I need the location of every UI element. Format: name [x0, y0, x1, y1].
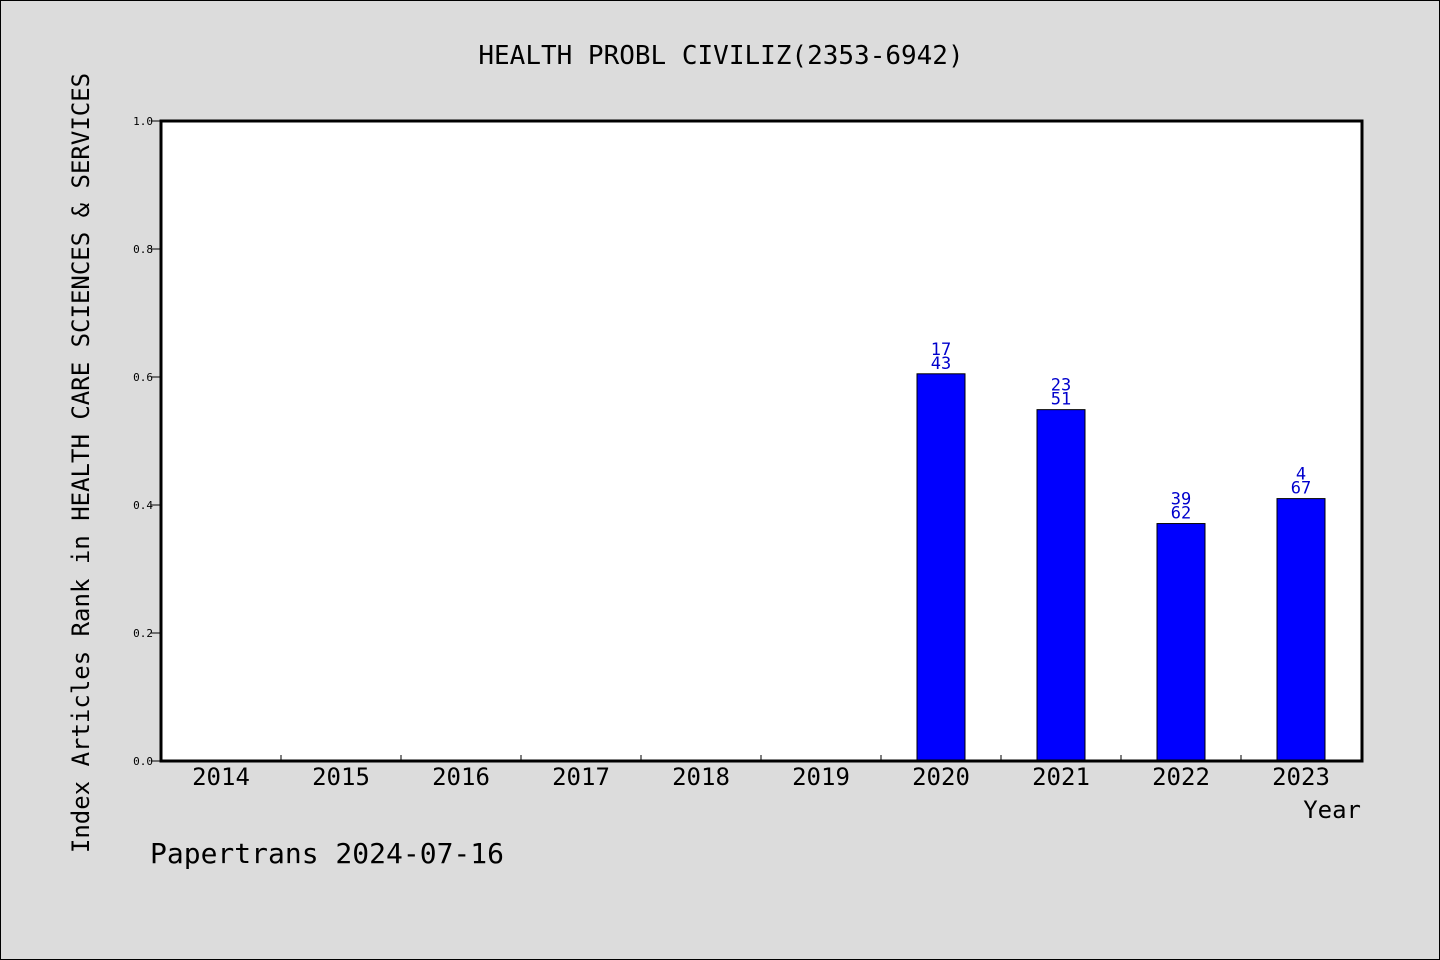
x-tick-label: 2021	[1032, 763, 1090, 791]
bar-2023	[1276, 498, 1326, 762]
x-tick-label: 2017	[552, 763, 610, 791]
x-axis-label: Year	[1303, 796, 1361, 824]
bars	[916, 373, 1326, 762]
y-tick-label: 0.6	[133, 371, 153, 384]
bar-label-top: 17	[931, 340, 951, 360]
x-tick-label: 2014	[192, 763, 250, 791]
x-tick-label: 2018	[672, 763, 730, 791]
bar-label-bottom: 67	[1291, 479, 1311, 499]
chart-title: HEALTH PROBL CIVILIZ(2353-6942)	[478, 41, 963, 71]
x-tick-label: 2023	[1272, 763, 1330, 791]
bar-2022	[1156, 523, 1206, 762]
x-tick-label: 2019	[792, 763, 850, 791]
x-tick-label: 2022	[1152, 763, 1210, 791]
footer-credit: Papertrans 2024-07-16	[150, 837, 504, 870]
y-tick-label: 0.0	[133, 755, 153, 768]
y-tick-label: 0.8	[133, 243, 153, 256]
y-axis-ticks: 0.0 0.2 0.4 0.6 0.8 1.0	[133, 115, 161, 768]
bar-label-bottom: 62	[1171, 504, 1191, 524]
x-axis-ticks: 2014 2015 2016 2017 2018 2019 2020 2021 2022 2023	[192, 755, 1330, 791]
x-tick-label: 2015	[312, 763, 370, 791]
bar-label-top: 39	[1171, 490, 1191, 510]
y-tick-label: 0.4	[133, 499, 153, 512]
bar-label-top: 4	[1296, 465, 1306, 485]
x-tick-label: 2016	[432, 763, 490, 791]
bar-2020	[916, 373, 966, 762]
bar-label-bottom: 51	[1051, 390, 1071, 410]
bar-label-bottom: 43	[931, 354, 951, 374]
bar-label-top: 23	[1051, 376, 1071, 396]
y-axis-label: Index Articles Rank in HEALTH CARE SCIEN…	[67, 73, 95, 853]
y-tick-label: 0.2	[133, 627, 153, 640]
bar-2021	[1036, 409, 1086, 762]
x-tick-label: 2020	[912, 763, 970, 791]
plot-border	[159, 119, 1364, 763]
y-tick-label: 1.0	[133, 115, 153, 128]
